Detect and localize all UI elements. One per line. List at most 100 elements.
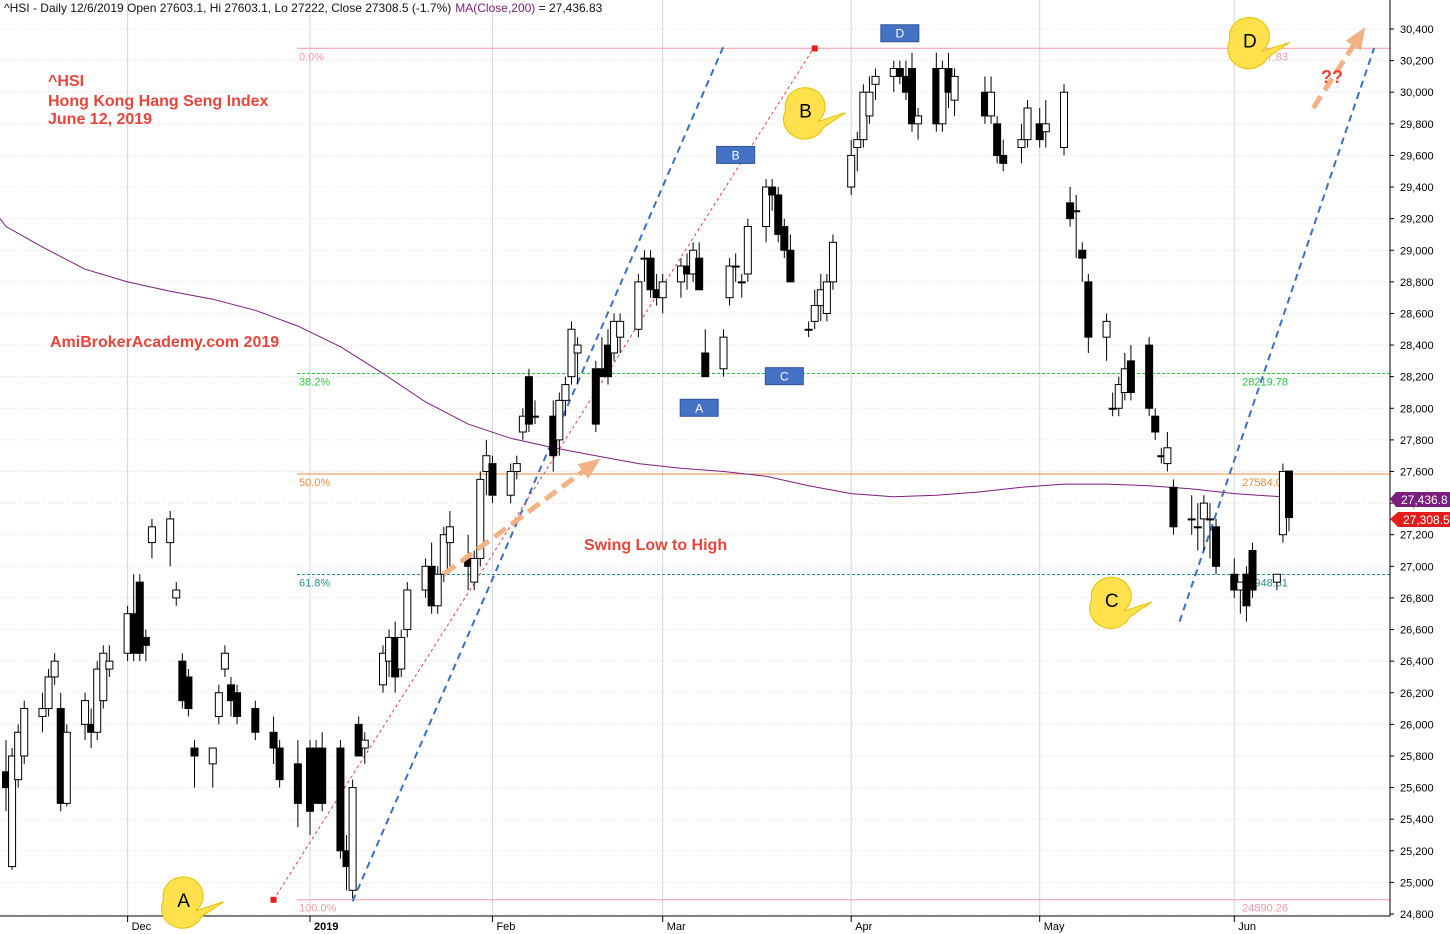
candle	[214, 684, 223, 725]
title-line-2: Hong Kong Hang Seng Index	[48, 93, 269, 110]
y-tick-label: 26,600	[1400, 625, 1434, 637]
candle	[725, 258, 734, 306]
callout-shape	[1227, 16, 1291, 70]
candle-body-down	[1169, 486, 1178, 528]
candle	[81, 692, 90, 741]
candle	[1060, 84, 1069, 156]
candle	[1078, 242, 1087, 282]
candle-body-down	[251, 708, 260, 733]
candle	[348, 779, 357, 899]
candle-body-up	[853, 139, 862, 149]
candle-body-up	[822, 281, 831, 314]
candle	[1205, 503, 1214, 559]
callout-c: C	[1089, 576, 1152, 629]
candle	[433, 566, 442, 614]
candle-body-down	[591, 368, 600, 425]
callout-shape	[1089, 576, 1152, 629]
candle-body-up	[44, 676, 53, 710]
candle-body-up	[506, 471, 515, 496]
candle-body-down	[780, 226, 789, 251]
candle	[914, 108, 923, 140]
candle	[938, 60, 947, 132]
candle	[1114, 376, 1123, 417]
candle-body-down	[275, 747, 284, 781]
candle-body-up	[555, 399, 564, 441]
y-tick-label: 25,800	[1400, 751, 1434, 763]
candle-body-up	[634, 281, 643, 330]
candle	[512, 455, 521, 480]
candle-body-down	[908, 68, 917, 125]
candle-body-up	[433, 573, 442, 607]
candle	[8, 748, 17, 870]
fib-pct-label: 0.0%	[299, 51, 324, 63]
y-tick-label: 28,000	[1400, 403, 1434, 415]
candle-body-up	[8, 755, 17, 868]
candle-body-down	[293, 763, 302, 804]
candle	[488, 455, 497, 504]
x-tick-label: Jun	[1238, 921, 1256, 933]
candle	[810, 289, 819, 330]
candle-body-down	[774, 194, 783, 235]
y-tick-label: 30,000	[1400, 87, 1434, 99]
callout-d: D	[1227, 16, 1291, 70]
candle-body-down	[1212, 526, 1221, 567]
y-tick-label: 29,800	[1400, 119, 1434, 131]
candle-body-down	[701, 352, 710, 378]
tag-c: C	[764, 367, 804, 386]
candle	[804, 321, 813, 338]
candle	[658, 273, 667, 314]
candle-body-up	[403, 589, 412, 631]
candle-body-up	[62, 731, 71, 804]
close-badge-text: 27,308.5	[1403, 513, 1450, 527]
candle-body-down	[269, 731, 278, 749]
candle	[1072, 194, 1081, 259]
candle	[646, 250, 655, 298]
y-tick-label: 27,200	[1400, 530, 1434, 542]
candle	[1041, 100, 1050, 148]
candle-body-down	[524, 376, 533, 425]
candle	[591, 360, 600, 432]
candle-body-up	[147, 526, 156, 544]
candle-body-up	[512, 463, 521, 472]
y-tick-label: 28,600	[1400, 308, 1434, 320]
y-tick-label: 28,400	[1400, 340, 1434, 352]
y-tick-label: 27,800	[1400, 435, 1434, 447]
candle	[318, 732, 327, 812]
candle	[1193, 503, 1202, 551]
x-tick-label: May	[1044, 921, 1065, 933]
ma-badge-text: 27,436.8	[1401, 493, 1448, 507]
candle	[336, 740, 345, 859]
candle	[1230, 558, 1239, 598]
candle-body-up	[38, 708, 47, 717]
candle-body-up	[804, 328, 813, 331]
candle-body-down	[190, 747, 199, 757]
callout-a: A	[161, 876, 224, 929]
candle	[105, 645, 114, 677]
tag-box	[880, 24, 920, 43]
watermark: AmiBrokerAcademy.com 2019	[50, 334, 279, 351]
y-tick-label: 27,600	[1400, 467, 1434, 479]
y-tick-label: 29,200	[1400, 214, 1434, 226]
title-line-3: June 12, 2019	[48, 111, 152, 128]
candle-body-down	[646, 257, 655, 291]
tag-label: A	[695, 401, 703, 415]
x-tick-label: Dec	[132, 921, 152, 933]
candle	[147, 518, 156, 559]
candle	[62, 724, 71, 807]
candle	[269, 716, 278, 764]
candle-body-up	[1023, 107, 1032, 141]
close-value-badge: 27,308.5	[1390, 512, 1450, 527]
candles	[2, 52, 1293, 899]
candle-body-up	[105, 660, 114, 670]
y-tick-label: 29,400	[1400, 182, 1434, 194]
candle	[676, 258, 685, 298]
candle	[768, 179, 777, 211]
candle	[1145, 337, 1154, 417]
fib-pct-label: 50.0%	[299, 477, 330, 489]
candle-body-down	[603, 344, 612, 378]
candle	[1017, 123, 1026, 164]
candle-body-up	[1163, 447, 1172, 465]
candle-body-down	[1078, 249, 1087, 259]
candle	[993, 115, 1002, 164]
